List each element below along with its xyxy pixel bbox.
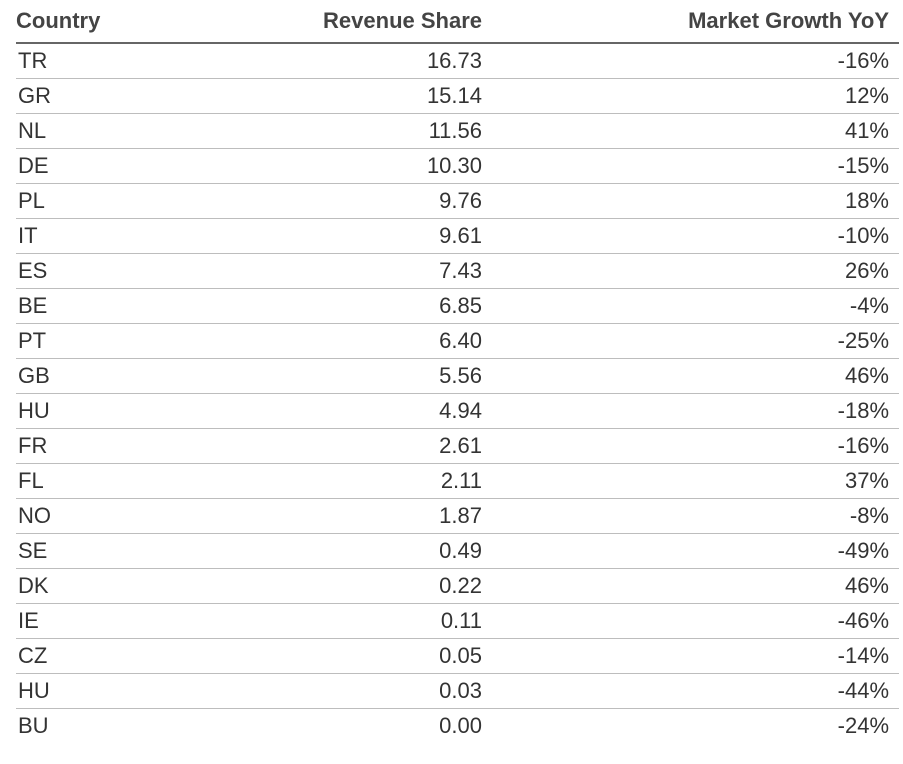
table-row: ES 7.43 26% (16, 253, 899, 289)
cell-country: GB (16, 358, 266, 394)
table-row: CZ 0.05 -14% (16, 638, 899, 674)
cell-country: HU (16, 673, 266, 709)
table-row: FR 2.61 -16% (16, 428, 899, 464)
table-row: GR 15.14 12% (16, 78, 899, 114)
cell-country: SE (16, 533, 266, 569)
table-row: DE 10.30 -15% (16, 148, 899, 184)
cell-revenue-share: 15.14 (266, 78, 492, 114)
table-body: TR 16.73 -16% GR 15.14 12% NL 11.56 41% DE 10.30 -1… (16, 43, 899, 743)
cell-market-growth: -25% (492, 323, 899, 359)
table-row: FL 2.11 37% (16, 463, 899, 499)
cell-revenue-share: 0.03 (266, 673, 492, 709)
table-row: DK 0.22 46% (16, 568, 899, 604)
column-header-country: Country (16, 0, 266, 44)
cell-market-growth: -44% (492, 673, 899, 709)
cell-market-growth: 12% (492, 78, 899, 114)
cell-market-growth: -10% (492, 218, 899, 254)
cell-market-growth: 18% (492, 183, 899, 219)
cell-market-growth: -46% (492, 603, 899, 639)
cell-revenue-share: 10.30 (266, 148, 492, 184)
cell-revenue-share: 0.49 (266, 533, 492, 569)
table-row: BU 0.00 -24% (16, 709, 899, 744)
cell-revenue-share: 0.22 (266, 568, 492, 604)
cell-revenue-share: 16.73 (266, 43, 492, 79)
cell-market-growth: -49% (492, 533, 899, 569)
cell-market-growth: 46% (492, 358, 899, 394)
cell-revenue-share: 0.05 (266, 638, 492, 674)
cell-country: HU (16, 393, 266, 429)
cell-country: BE (16, 288, 266, 324)
table-row: PL 9.76 18% (16, 183, 899, 219)
cell-country: PL (16, 183, 266, 219)
cell-country: ES (16, 253, 266, 289)
table-row: NO 1.87 -8% (16, 498, 899, 534)
cell-country: NL (16, 113, 266, 149)
data-table-container: Country Revenue Share Market Growth YoY … (16, 0, 899, 743)
cell-country: FL (16, 463, 266, 499)
cell-country: IT (16, 218, 266, 254)
cell-country: DK (16, 568, 266, 604)
table-row: IT 9.61 -10% (16, 218, 899, 254)
cell-revenue-share: 2.61 (266, 428, 492, 464)
cell-country: BU (18, 713, 49, 738)
cell-market-growth: 46% (492, 568, 899, 604)
cell-market-growth: -8% (492, 498, 899, 534)
cell-country: TR (16, 43, 266, 79)
table-row: BE 6.85 -4% (16, 288, 899, 324)
cell-revenue-share: 7.43 (266, 253, 492, 289)
table-header: Country Revenue Share Market Growth YoY (16, 0, 899, 44)
cell-market-growth: -15% (492, 148, 899, 184)
revenue-table: Country Revenue Share Market Growth YoY … (16, 0, 899, 743)
cell-country: CZ (16, 638, 266, 674)
column-header-revenue-share: Revenue Share (266, 0, 492, 44)
cell-revenue-share: 6.85 (266, 288, 492, 324)
cell-market-growth: -4% (492, 288, 899, 324)
table-row: TR 16.73 -16% (16, 43, 899, 79)
cell-country: IE (16, 603, 266, 639)
cell-country: PT (16, 323, 266, 359)
cell-country: NO (16, 498, 266, 534)
table-row: HU 0.03 -44% (16, 673, 899, 709)
cell-market-growth: 37% (492, 463, 899, 499)
table-row: SE 0.49 -49% (16, 533, 899, 569)
table-row: GB 5.56 46% (16, 358, 899, 394)
cell-revenue-share: 4.94 (266, 393, 492, 429)
table-row: PT 6.40 -25% (16, 323, 899, 359)
table-row: HU 4.94 -18% (16, 393, 899, 429)
cell-market-growth: 41% (492, 113, 899, 149)
cell-market-growth: -24% (837, 713, 889, 738)
cell-country: FR (16, 428, 266, 464)
cell-revenue-share: 2.11 (266, 463, 492, 499)
header-row: Country Revenue Share Market Growth YoY (16, 0, 899, 44)
cell-country: GR (16, 78, 266, 114)
cell-market-growth: 26% (492, 253, 899, 289)
cell-revenue-share: 0.00 (439, 713, 482, 738)
table-row: IE 0.11 -46% (16, 603, 899, 639)
cell-revenue-share: 9.61 (266, 218, 492, 254)
cell-market-growth: -16% (492, 43, 899, 79)
cell-country: DE (16, 148, 266, 184)
cell-revenue-share: 11.56 (266, 113, 492, 149)
cell-market-growth: -16% (492, 428, 899, 464)
cell-revenue-share: 1.87 (266, 498, 492, 534)
cell-revenue-share: 9.76 (266, 183, 492, 219)
table-row: NL 11.56 41% (16, 113, 899, 149)
cell-market-growth: -14% (492, 638, 899, 674)
cell-revenue-share: 0.11 (266, 603, 492, 639)
cell-market-growth: -18% (492, 393, 899, 429)
column-header-market-growth: Market Growth YoY (492, 0, 899, 44)
cell-revenue-share: 5.56 (266, 358, 492, 394)
cell-revenue-share: 6.40 (266, 323, 492, 359)
